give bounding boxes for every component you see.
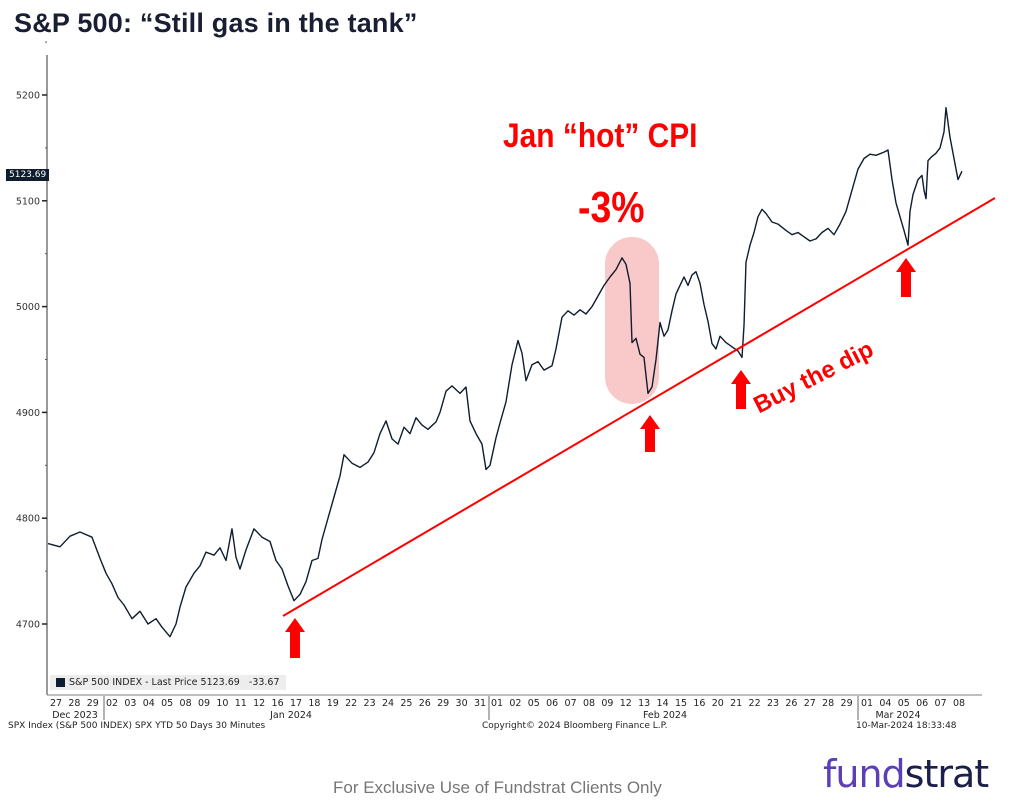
x-tick-label: 23 — [767, 698, 779, 709]
x-tick-label: 06 — [546, 698, 558, 709]
x-tick-label: 07 — [935, 698, 947, 709]
x-tick-label: 17 — [290, 698, 302, 709]
fundstrat-logo: fundstrat — [823, 752, 990, 796]
chart-legend: S&P 500 INDEX - Last Price 5123.69 -33.6… — [50, 675, 286, 690]
x-tick-label: 07 — [565, 698, 577, 709]
x-tick-label: 09 — [198, 698, 210, 709]
price-line — [47, 106, 963, 638]
x-tick-label: 01 — [861, 698, 873, 709]
y-tick-label: 5000 — [16, 302, 40, 313]
y-tick-label: 4900 — [16, 408, 40, 419]
x-tick-label: 15 — [675, 698, 687, 709]
x-tick-label: 25 — [400, 698, 412, 709]
cpi-drop-annotation: -3% — [578, 183, 645, 232]
x-tick-label: 06 — [916, 698, 928, 709]
x-tick-label: 31 — [474, 698, 486, 709]
x-tick-label: 19 — [327, 698, 339, 709]
x-tick-label: 26 — [419, 698, 431, 709]
arrow-up-icon — [285, 618, 305, 658]
x-tick-label: 09 — [601, 698, 613, 709]
copyright-label: Copyright© 2024 Bloomberg Finance L.P. — [482, 721, 668, 731]
x-tick-label: 27 — [50, 698, 62, 709]
x-tick-label: 28 — [822, 698, 834, 709]
x-tick-label: 04 — [879, 698, 891, 709]
x-tick-label: 12 — [620, 698, 632, 709]
x-tick-label: 22 — [749, 698, 761, 709]
x-tick-label: 08 — [953, 698, 965, 709]
x-tick-label: 01 — [491, 698, 503, 709]
source-label: SPX Index (S&P 500 INDEX) SPX YTD 50 Day… — [8, 721, 266, 731]
x-tick-label: 05 — [898, 698, 910, 709]
disclaimer: For Exclusive Use of Fundstrat Clients O… — [333, 778, 662, 797]
cpi-highlight — [605, 237, 659, 404]
x-tick-label: 12 — [253, 698, 265, 709]
cpi-annotation: Jan “hot” CPI — [503, 117, 698, 155]
y-tick-label: 5200 — [16, 91, 40, 102]
arrow-up-icon — [640, 415, 660, 452]
legend-swatch — [56, 678, 65, 687]
x-tick-label: 22 — [345, 698, 357, 709]
trendline — [282, 197, 996, 617]
x-tick-label: 03 — [124, 698, 136, 709]
x-tick-label: 28 — [68, 698, 80, 709]
legend-label: S&P 500 INDEX - Last Price 5123.69 -33.6… — [69, 677, 280, 688]
x-month-label: Feb 2024 — [643, 710, 687, 721]
x-tick-label: 08 — [180, 698, 192, 709]
x-tick-label: 05 — [161, 698, 173, 709]
x-tick-label: 21 — [730, 698, 742, 709]
page-title: S&P 500: “Still gas in the tank” — [14, 8, 418, 38]
y-ticks: 4700 4800 4900 5000 5100 5200 — [16, 41, 47, 631]
x-tick-label: 16 — [272, 698, 284, 709]
x-tick-label: 16 — [693, 698, 705, 709]
logo-part-fund: fund — [823, 752, 906, 796]
y-tick-label: 5100 — [16, 196, 40, 207]
x-tick-label: 26 — [785, 698, 797, 709]
timestamp-label: 10-Mar-2024 18:33:48 — [856, 721, 957, 731]
logo-part-strat: strat — [904, 752, 990, 796]
x-tick-label: 08 — [583, 698, 595, 709]
x-tick-label: 02 — [509, 698, 521, 709]
x-tick-label: 04 — [143, 698, 155, 709]
x-month-label: Dec 2023 — [52, 710, 98, 721]
y-tick-label: 4800 — [16, 514, 40, 525]
arrow-up-icon — [896, 258, 916, 297]
x-tick-label: 11 — [235, 698, 247, 709]
x-tick-label: 02 — [106, 698, 118, 709]
x-tick-label: 05 — [528, 698, 540, 709]
x-tick-label: 27 — [804, 698, 816, 709]
x-tick-label: 18 — [308, 698, 320, 709]
x-tick-label: 29 — [87, 698, 99, 709]
x-month-label: Jan 2024 — [269, 710, 312, 721]
x-tick-label: 30 — [456, 698, 468, 709]
y-tick-label: 4700 — [16, 620, 40, 631]
x-month-label: Mar 2024 — [875, 710, 920, 721]
x-tick-label: 13 — [638, 698, 650, 709]
x-tick-label: 29 — [437, 698, 449, 709]
last-price-badge: 5123.69 — [6, 169, 50, 181]
x-tick-label: 10 — [216, 698, 228, 709]
x-tick-label: 14 — [657, 698, 669, 709]
x-tick-label: 23 — [364, 698, 376, 709]
arrow-up-icon — [731, 370, 751, 409]
x-tick-label: 29 — [841, 698, 853, 709]
x-tick-label: 20 — [712, 698, 724, 709]
x-tick-label: 24 — [382, 698, 394, 709]
